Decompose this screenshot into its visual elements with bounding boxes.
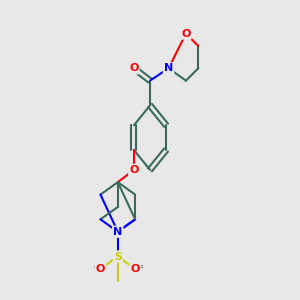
- Text: O: O: [181, 28, 190, 39]
- Text: S: S: [114, 251, 122, 262]
- Text: O: O: [129, 63, 139, 73]
- Text: O: O: [130, 264, 140, 274]
- Text: N: N: [164, 63, 173, 73]
- Text: O: O: [129, 165, 139, 175]
- Text: O: O: [96, 264, 105, 274]
- Text: N: N: [113, 227, 122, 237]
- Text: =: =: [136, 262, 144, 271]
- Text: =: =: [92, 262, 99, 271]
